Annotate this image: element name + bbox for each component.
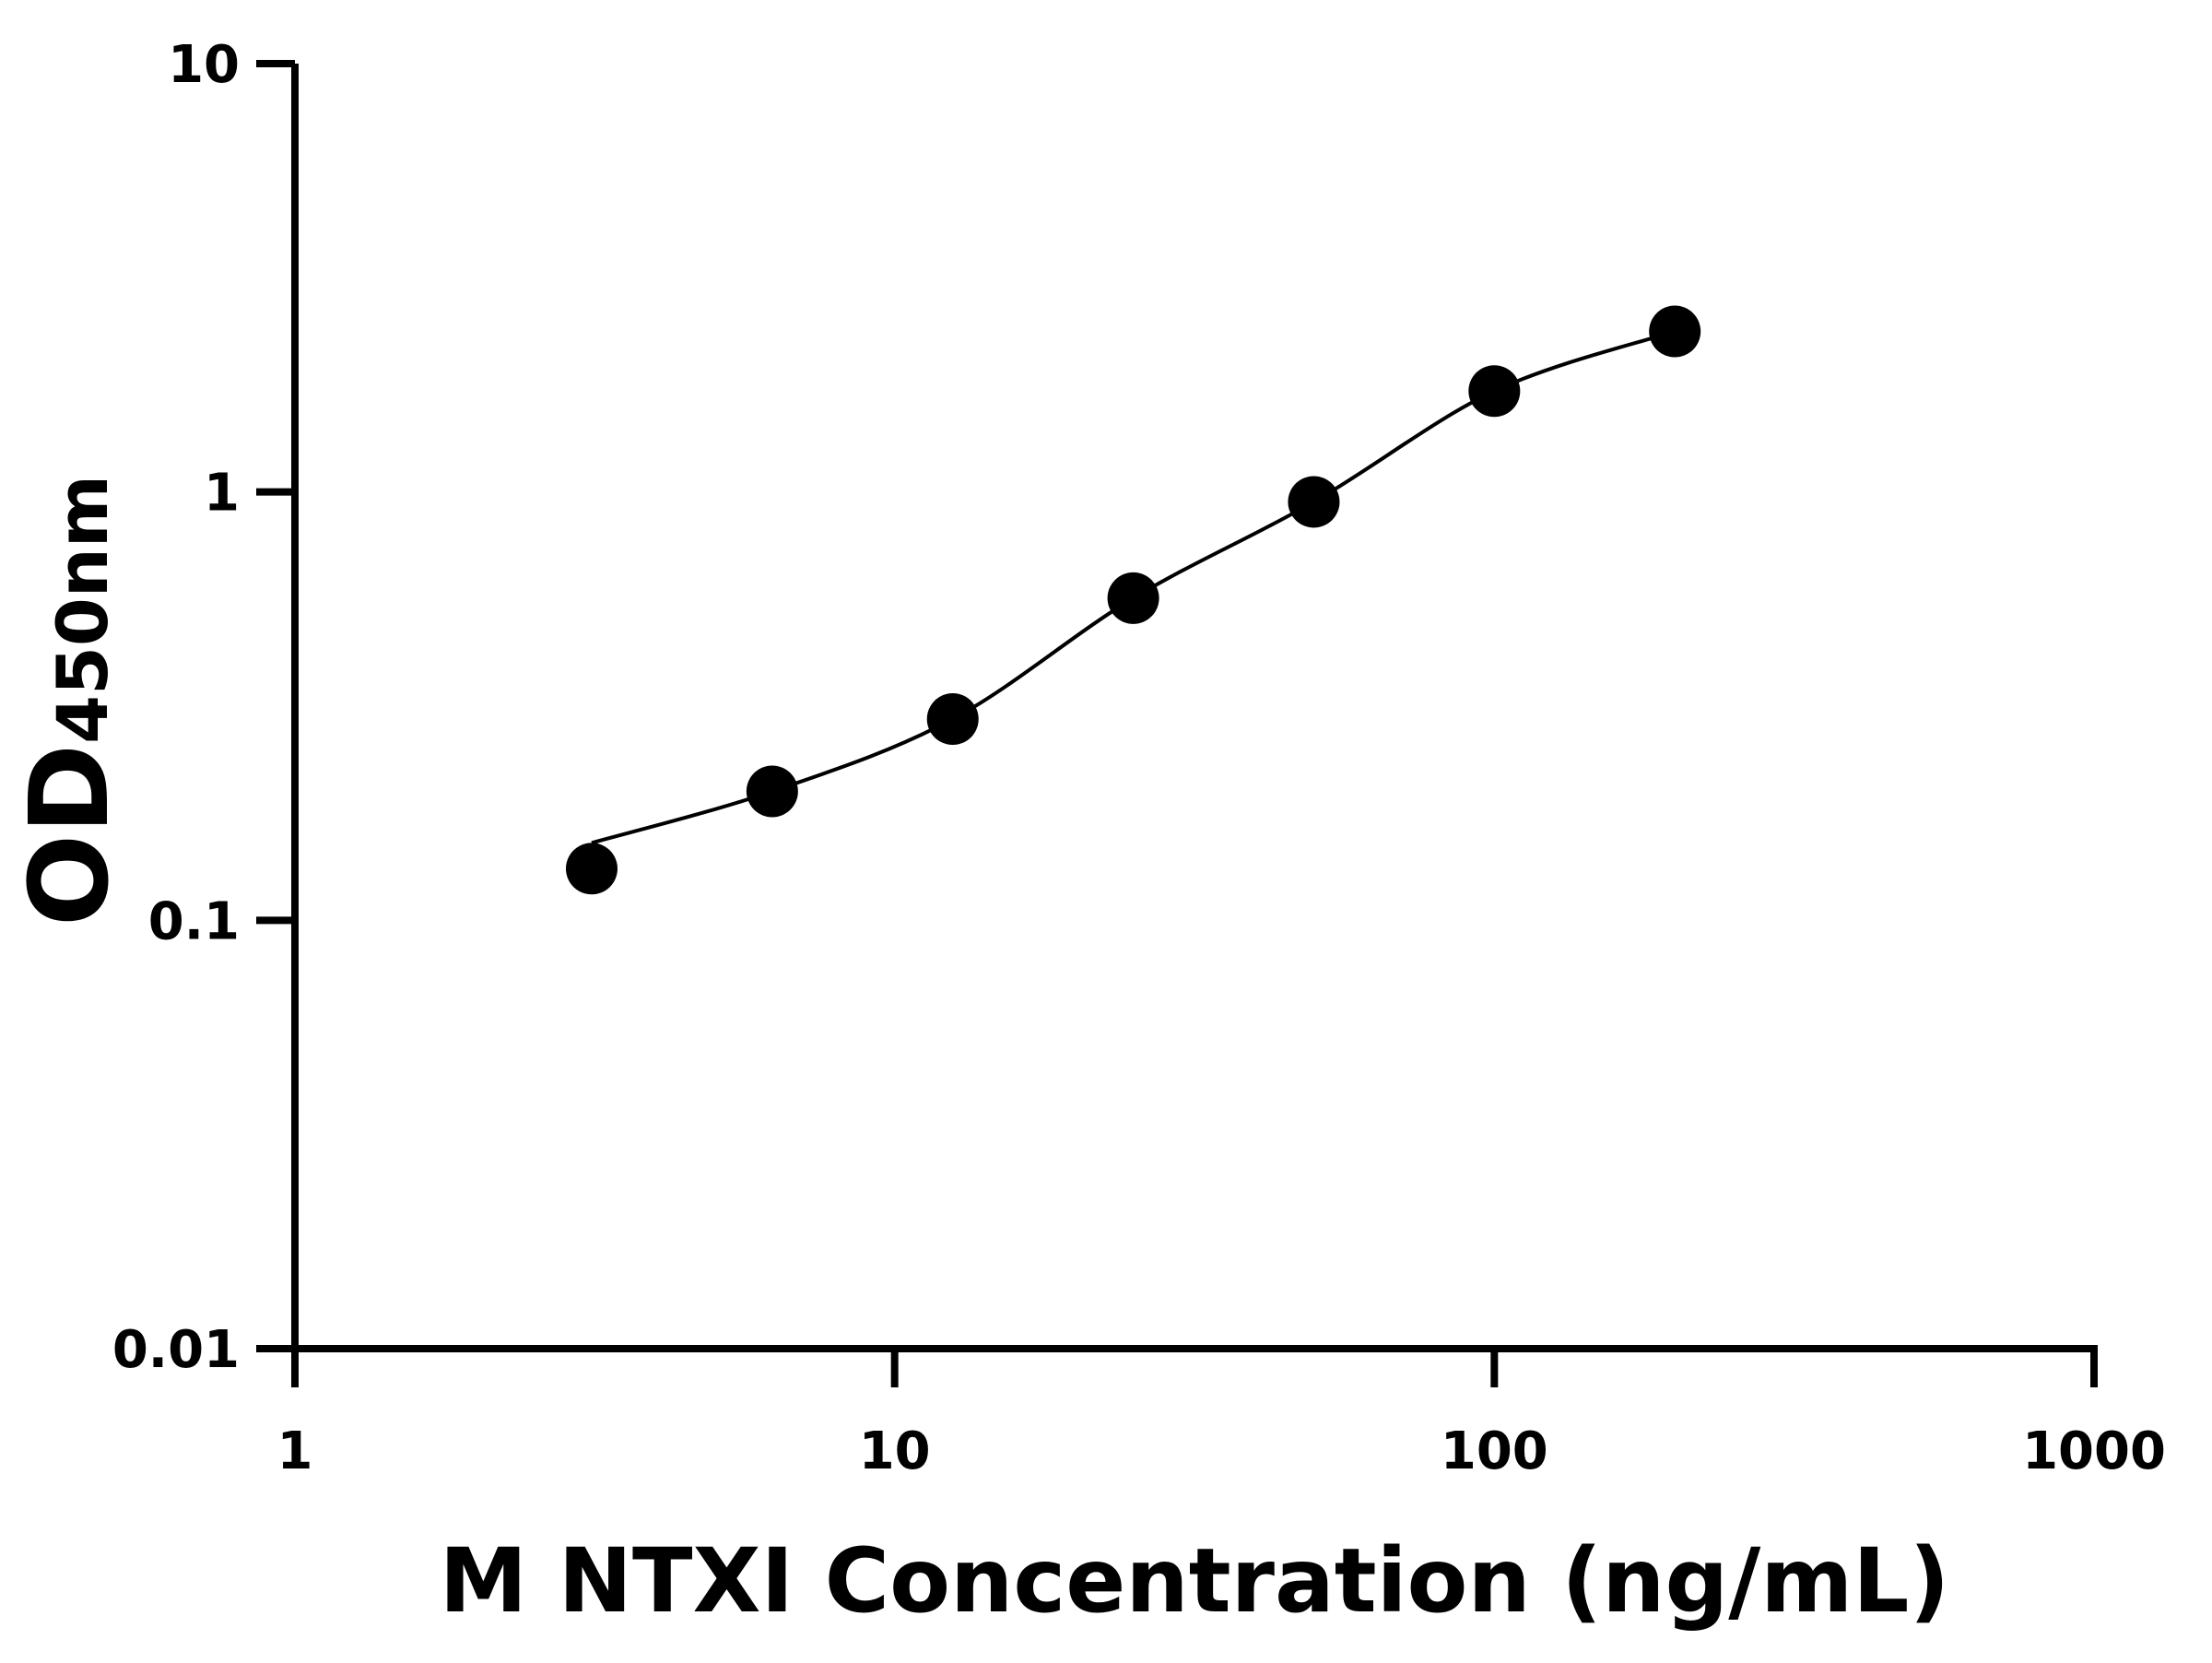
data-point bbox=[565, 843, 618, 895]
data-point bbox=[1468, 365, 1521, 418]
data-point bbox=[926, 693, 979, 746]
y-axis-label-sub: 450nm bbox=[41, 475, 124, 744]
x-tick-label: 1000 bbox=[2022, 1421, 2166, 1481]
y-tick-label: 0.1 bbox=[148, 891, 240, 951]
data-point bbox=[1649, 305, 1701, 358]
y-tick-label: 10 bbox=[168, 35, 240, 95]
y-axis-label: OD450nm bbox=[6, 475, 133, 926]
data-points bbox=[565, 305, 1701, 895]
data-point bbox=[1107, 572, 1159, 624]
y-tick-label: 0.01 bbox=[112, 1320, 240, 1380]
y-axis-label-main: OD bbox=[6, 744, 133, 926]
x-tick-label: 1 bbox=[277, 1421, 313, 1481]
x-tick-label: 100 bbox=[1441, 1421, 1548, 1481]
data-point bbox=[1288, 476, 1340, 528]
axes: 1 10 100 1000 0.01 0.1 1 10 bbox=[112, 35, 2166, 1481]
y-tick-label: 1 bbox=[204, 464, 240, 524]
x-axis-label: M NTXI Concentration (ng/mL) bbox=[440, 1529, 1950, 1633]
x-tick-label: 10 bbox=[859, 1421, 931, 1481]
data-point bbox=[746, 765, 798, 818]
